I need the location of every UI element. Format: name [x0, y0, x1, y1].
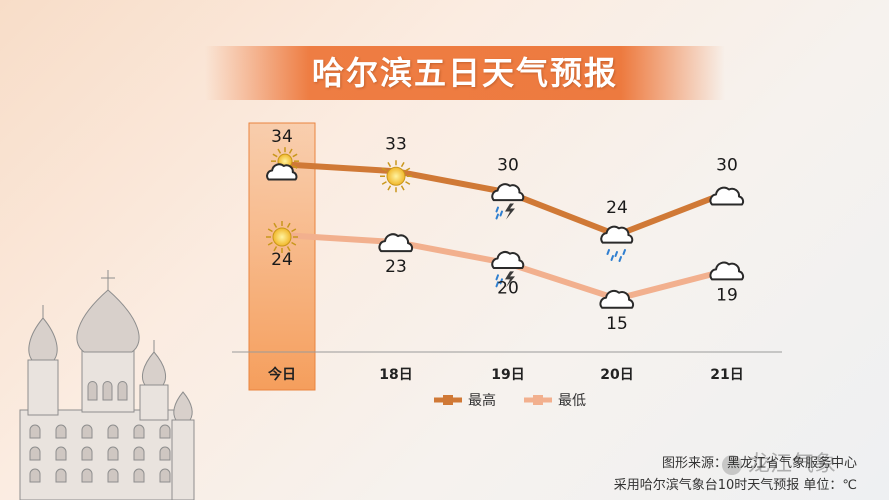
cloudy-icon: [709, 261, 745, 281]
thunderstorm-icon: [491, 183, 525, 220]
data-label: 24: [606, 198, 628, 218]
x-tick-label: 18日: [379, 367, 412, 383]
legend-item-low: 最低: [524, 393, 586, 409]
svg-text:最低: 最低: [558, 393, 586, 409]
data-label: 15: [606, 314, 628, 334]
data-label: 30: [497, 156, 519, 176]
legend-item-high: 最高: [434, 392, 496, 409]
data-label: 33: [385, 134, 407, 154]
svg-text:最高: 最高: [468, 392, 496, 409]
cloudy-icon: [599, 289, 635, 309]
cloudy-icon: [709, 186, 745, 206]
source-line-2: 采用哈尔滨气象台10时天气预报 单位：℃: [613, 478, 857, 493]
rain-icon: [600, 225, 634, 262]
cloudy-sunny-icon: [266, 147, 299, 181]
chart-title: 哈尔滨五日天气预报: [311, 54, 618, 92]
data-label: 34: [271, 127, 293, 147]
data-label: 23: [385, 257, 407, 277]
cathedral-illustration: [19, 270, 195, 500]
x-tick-label: 今日: [267, 366, 296, 383]
source-note: 图形来源：黑龙江省气象服务中心 采用哈尔滨气象台10时天气预报 单位：℃: [614, 453, 857, 497]
title-banner: 哈尔滨五日天气预报: [205, 46, 725, 100]
x-tick-label: 21日: [710, 367, 743, 383]
thunderstorm-icon: [491, 251, 525, 288]
data-label: 24: [271, 250, 293, 270]
x-tick-label: 20日: [600, 367, 633, 383]
watermark-text: 龙江气象: [748, 452, 837, 477]
data-label: 30: [716, 156, 738, 176]
source-line-1: 图形来源：黑龙江省气象服务中心: [661, 456, 857, 471]
watermark: 龙江气象: [722, 446, 836, 478]
x-tick-label: 19日: [491, 367, 524, 383]
data-label: 20: [497, 278, 519, 298]
data-label: 19: [716, 285, 738, 305]
sunny-icon: [380, 160, 412, 193]
cloudy-icon: [378, 233, 414, 253]
sunny-icon: [266, 221, 298, 253]
wechat-icon: [722, 455, 742, 475]
